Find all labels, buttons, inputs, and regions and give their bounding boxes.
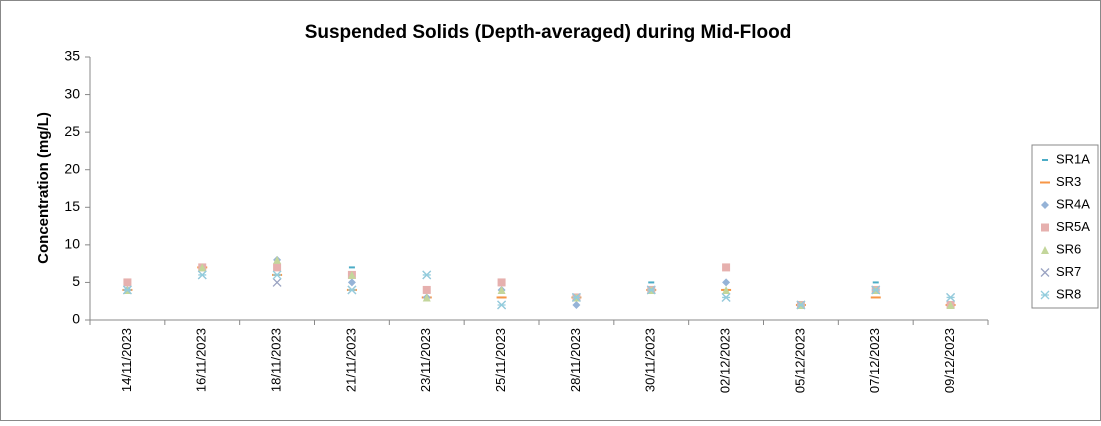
marker: [347, 285, 357, 295]
marker: [198, 263, 207, 272]
x-tick-label: 02/12/2023: [718, 328, 733, 393]
legend-label: SR1A: [1056, 151, 1090, 166]
marker: [1041, 223, 1049, 232]
marker: [571, 292, 581, 302]
marker: [422, 270, 432, 280]
marker: [646, 285, 656, 295]
x-tick-label: 14/11/2023: [119, 328, 134, 392]
x-tick-label: 09/12/2023: [942, 328, 957, 393]
x-tick-label: 05/12/2023: [792, 328, 807, 393]
y-tick-label: 5: [72, 273, 80, 289]
x-tick-label: 07/12/2023: [867, 328, 882, 393]
marker: [1040, 290, 1050, 300]
marker: [1041, 201, 1049, 209]
marker: [197, 270, 207, 280]
x-tick-label: 23/11/2023: [418, 328, 433, 392]
marker: [497, 285, 506, 294]
y-tick-label: 10: [64, 236, 80, 252]
marker: [497, 300, 507, 310]
legend-label: SR4A: [1056, 196, 1090, 211]
legend-label: SR8: [1056, 286, 1081, 301]
marker: [796, 300, 806, 310]
y-tick-label: 15: [64, 198, 80, 214]
marker: [123, 278, 132, 287]
marker: [272, 270, 282, 280]
y-tick-label: 25: [64, 123, 80, 139]
marker: [497, 278, 506, 287]
y-tick-label: 20: [64, 160, 80, 176]
marker: [722, 278, 731, 287]
marker: [422, 285, 431, 294]
x-tick-label: 25/11/2023: [493, 328, 508, 392]
marker: [721, 292, 731, 302]
x-tick-label: 18/11/2023: [269, 328, 284, 392]
legend-label: SR5A: [1056, 219, 1090, 234]
chart-title: Suspended Solids (Depth-averaged) during…: [305, 22, 792, 43]
x-tick-label: 28/11/2023: [568, 328, 583, 392]
marker: [347, 278, 356, 287]
x-tick-label: 21/11/2023: [343, 328, 358, 392]
marker: [272, 277, 282, 287]
marker: [572, 300, 581, 309]
x-tick-label: 16/11/2023: [194, 328, 209, 392]
legend-label: SR7: [1056, 264, 1081, 279]
legend-label: SR3: [1056, 174, 1081, 189]
series: [122, 270, 956, 310]
marker: [422, 293, 431, 302]
y-tick-label: 35: [64, 48, 80, 64]
y-tick-label: 30: [64, 85, 80, 101]
marker: [273, 255, 282, 264]
marker: [1041, 246, 1049, 254]
y-axis-label: Concentration (mg/L): [35, 112, 52, 264]
marker: [722, 263, 731, 272]
marker: [946, 292, 956, 302]
marker: [1040, 268, 1050, 277]
legend-label: SR6: [1056, 241, 1081, 256]
marker: [273, 263, 282, 272]
marker: [122, 285, 132, 295]
marker: [946, 300, 955, 309]
marker: [347, 270, 356, 279]
x-tick-label: 30/11/2023: [643, 328, 658, 392]
marker: [722, 285, 731, 294]
marker: [871, 285, 881, 295]
y-tick-label: 0: [72, 311, 80, 327]
